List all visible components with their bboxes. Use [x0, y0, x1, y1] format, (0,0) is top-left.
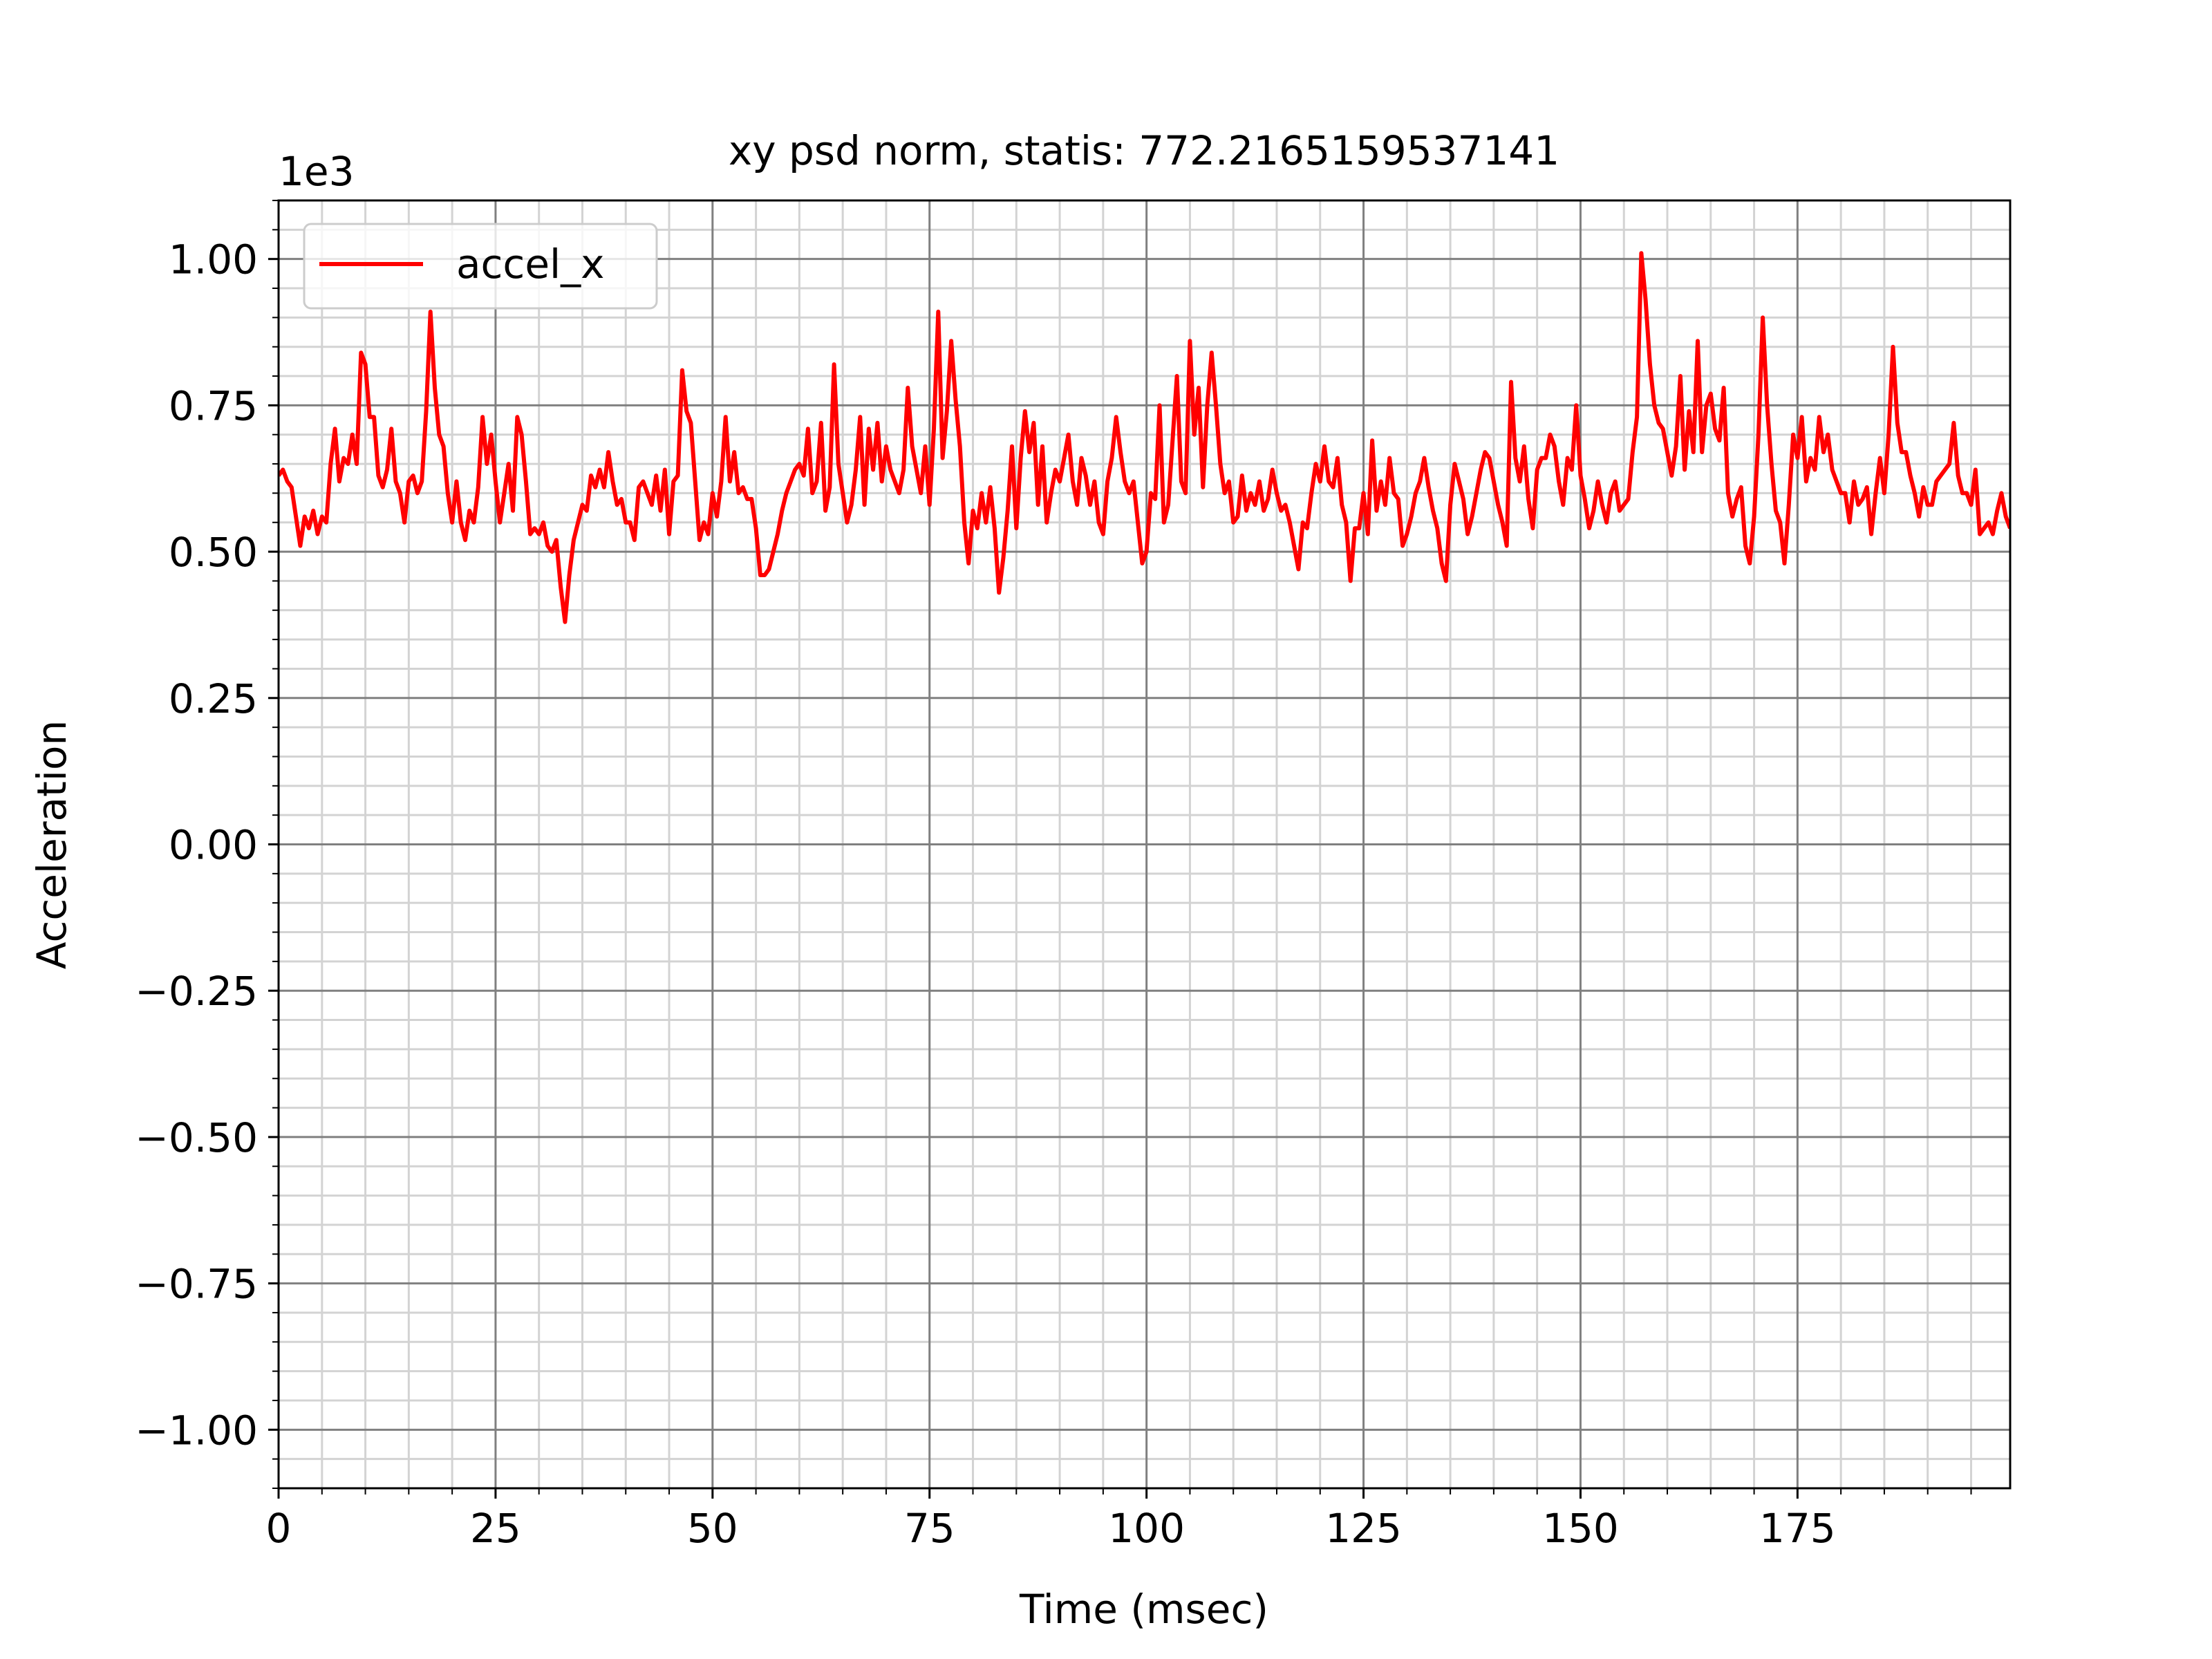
legend: accel_x [303, 223, 658, 310]
legend-frame [303, 223, 658, 310]
y-tick-label: 0.00 [169, 822, 258, 869]
y-tick-label: −1.00 [135, 1407, 258, 1454]
y-tick-label: 0.75 [169, 382, 258, 429]
y-tick-label: −0.75 [135, 1261, 258, 1308]
x-tick-label: 150 [1542, 1505, 1619, 1552]
chart-title: xy psd norm, statis: 772.2165159537141 [729, 127, 1559, 174]
x-tick-label: 75 [904, 1505, 955, 1552]
legend-label: accel_x [456, 241, 604, 288]
y-axis-label: Acceleration [28, 720, 75, 969]
ticks-layer [268, 200, 1972, 1499]
y-tick-label: −0.50 [135, 1114, 258, 1161]
x-tick-label: 25 [470, 1505, 521, 1552]
x-tick-label: 175 [1759, 1505, 1836, 1552]
y-tick-label: 0.25 [169, 675, 258, 722]
y-axis-offset-label: 1e3 [279, 148, 355, 195]
x-tick-label: 100 [1108, 1505, 1185, 1552]
tick-labels-layer: 0 25 50 75 100 125 150 175 −1.00 −0.75 −0.50 −0.25 0… [135, 236, 1835, 1552]
series-layer [279, 251, 2010, 624]
x-tick-label: 50 [687, 1505, 738, 1552]
x-axis-label: Time (msec) [1019, 1586, 1268, 1633]
y-tick-label: 0.50 [169, 529, 258, 576]
x-tick-label: 125 [1325, 1505, 1402, 1552]
x-tick-label: 0 [266, 1505, 292, 1552]
y-tick-label: 1.00 [169, 236, 258, 283]
y-tick-label: −0.25 [135, 968, 258, 1015]
series-line-accel-x [279, 251, 2010, 624]
major-grid [279, 200, 2010, 1488]
